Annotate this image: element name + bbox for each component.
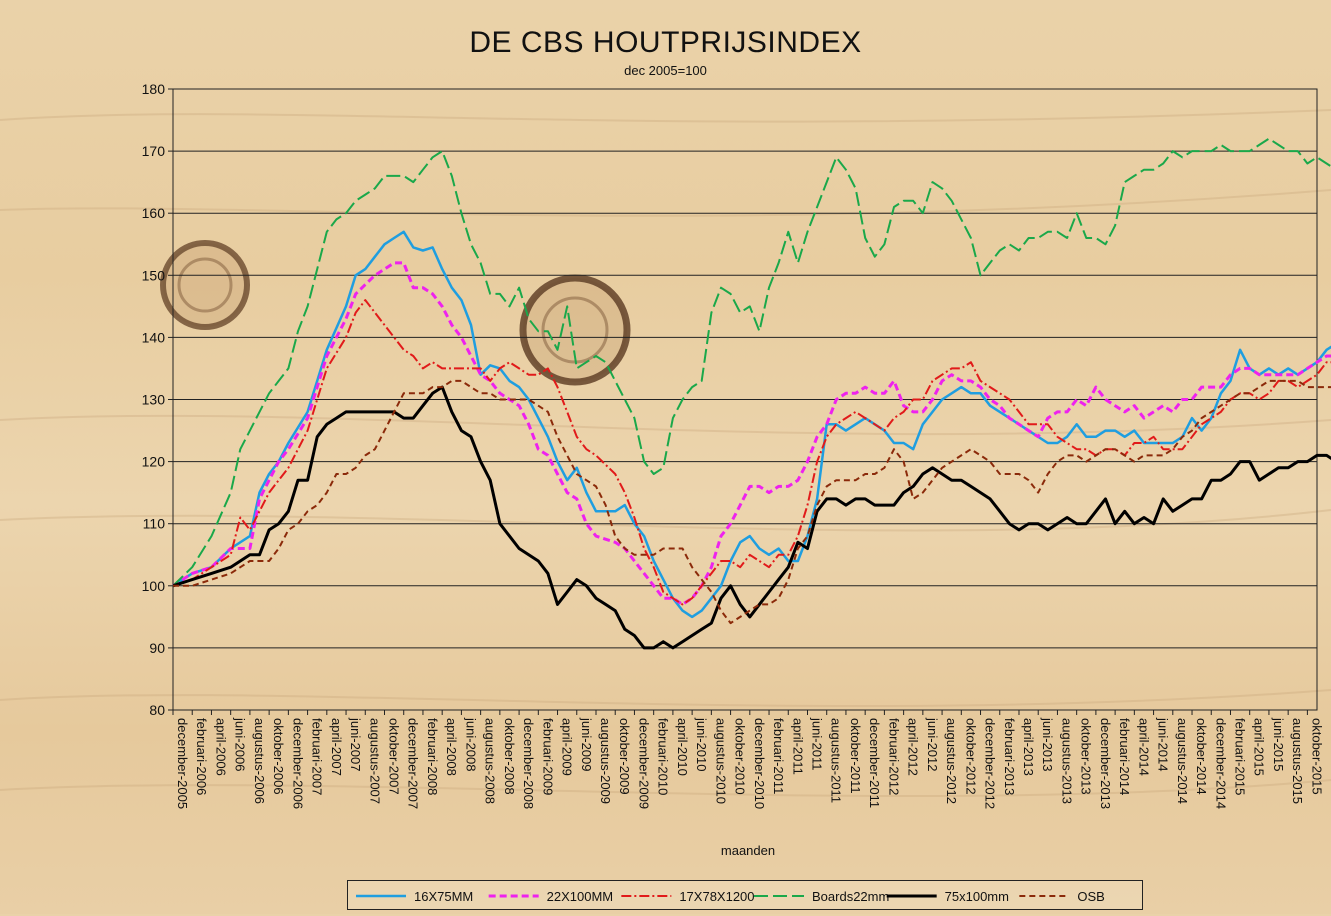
y-tick-label: 100	[142, 578, 166, 594]
x-tick-label: augustus-2007	[367, 718, 382, 804]
x-tick-label: december-2014	[1213, 718, 1228, 809]
x-tick-label: april-2013	[1021, 718, 1036, 776]
x-tick-label: oktober-2008	[502, 718, 517, 795]
x-tick-label: augustus-2014	[1175, 718, 1190, 804]
legend-label: 16X75MM	[414, 889, 473, 904]
y-tick-label: 120	[142, 454, 166, 470]
x-tick-label: december-2006	[290, 718, 305, 809]
x-tick-label: april-2009	[560, 718, 575, 776]
wood-knot-left	[160, 240, 250, 330]
series-line-16x75mm	[172, 230, 1331, 619]
x-tick-label: augustus-2015	[1290, 718, 1305, 804]
x-tick-label: augustus-2009	[598, 718, 613, 804]
x-tick-label: oktober-2012	[963, 718, 978, 795]
series-lines	[172, 137, 1331, 650]
y-tick-label: 160	[142, 205, 166, 221]
x-tick-label: augustus-2006	[252, 718, 267, 804]
x-tick-label: juni-2013	[1040, 717, 1055, 772]
x-tick-label: oktober-2010	[733, 718, 748, 795]
x-tick-label: april-2015	[1252, 718, 1267, 776]
x-tick-label: juni-2015	[1271, 717, 1286, 772]
x-tick-label: juni-2010	[694, 717, 709, 772]
x-tick-label: februari-2009	[540, 718, 555, 795]
x-tick-label: juni-2012	[925, 717, 940, 772]
x-tick-label: juni-2014	[1156, 717, 1171, 772]
x-tick-label: oktober-2007	[386, 718, 401, 795]
x-tick-label: augustus-2008	[483, 718, 498, 804]
legend-label: OSB	[1077, 889, 1104, 904]
y-tick-label: 130	[142, 392, 166, 408]
x-tick-label: april-2011	[790, 718, 805, 775]
x-axis-label: maanden	[721, 843, 775, 858]
x-tick-label: februari-2012	[886, 718, 901, 795]
x-tick-label: april-2014	[1136, 718, 1151, 776]
series-line-boards22mm	[172, 137, 1331, 587]
y-tick-label: 80	[149, 702, 165, 718]
y-axis-ticks: 80 90 100 110 120 130 140 150 160 170 180	[142, 81, 173, 718]
x-tick-label: augustus-2012	[944, 718, 959, 804]
x-tick-label: december-2013	[1098, 718, 1113, 809]
x-tick-label: oktober-2006	[271, 718, 286, 795]
x-tick-label: februari-2011	[771, 718, 786, 794]
x-tick-label: juni-2007	[348, 717, 363, 772]
x-tick-label: oktober-2009	[617, 718, 632, 795]
x-tick-label: juni-2011	[809, 717, 824, 771]
x-tick-label: februari-2006	[194, 718, 209, 795]
series-line-17x78x1200	[172, 299, 1331, 606]
x-tick-label: augustus-2011	[829, 718, 844, 803]
x-axis-ticks: december-2005 februari-2006 april-2006 juni…	[172, 710, 1324, 809]
legend: 16X75MM 22X100MM 17X78X1200 Boards22mm 75x10…	[347, 880, 1143, 910]
x-tick-label: oktober-2013	[1079, 718, 1094, 795]
x-tick-label: februari-2007	[310, 718, 325, 795]
legend-label: 17X78X1200	[679, 889, 754, 904]
x-tick-label: februari-2014	[1117, 718, 1132, 795]
x-tick-label: december-2012	[983, 718, 998, 809]
x-tick-label: april-2006	[213, 718, 228, 776]
x-tick-label: december-2008	[521, 718, 536, 809]
legend-label: Boards22mm	[812, 889, 889, 904]
x-tick-label: december-2009	[636, 718, 651, 809]
x-tick-label: april-2012	[906, 718, 921, 776]
legend-label: 75x100mm	[945, 889, 1009, 904]
x-tick-label: april-2008	[444, 718, 459, 776]
wood-knot-middle	[519, 274, 631, 386]
x-tick-label: oktober-2015	[1309, 718, 1324, 795]
x-tick-label: april-2007	[329, 718, 344, 776]
series-line-22x100mm	[172, 261, 1331, 606]
x-tick-label: december-2005	[175, 718, 190, 809]
y-tick-label: 90	[149, 640, 165, 656]
x-tick-label: februari-2015	[1232, 718, 1247, 795]
chart-title: DE CBS HOUTPRIJSINDEX	[469, 26, 862, 59]
x-tick-label: februari-2008	[425, 718, 440, 795]
x-tick-label: juni-2009	[579, 717, 594, 772]
x-tick-label: oktober-2014	[1194, 718, 1209, 795]
series-line-75x100mm	[172, 385, 1331, 650]
x-tick-label: december-2011	[867, 718, 882, 808]
series-line-osb	[173, 379, 1331, 625]
y-tick-label: 140	[142, 329, 166, 345]
chart-subtitle: dec 2005=100	[624, 63, 707, 78]
x-tick-label: augustus-2010	[713, 718, 728, 804]
x-tick-label: april-2010	[675, 718, 690, 776]
x-tick-label: december-2010	[752, 718, 767, 809]
y-tick-label: 180	[142, 81, 166, 97]
y-tick-label: 170	[142, 143, 166, 159]
y-tick-label: 150	[142, 267, 166, 283]
x-tick-label: juni-2008	[463, 717, 478, 772]
x-tick-label: december-2007	[406, 718, 421, 809]
legend-label: 22X100MM	[547, 889, 613, 904]
x-tick-label: februari-2010	[656, 718, 671, 795]
x-tick-label: augustus-2013	[1059, 718, 1074, 804]
x-tick-label: oktober-2011	[848, 718, 863, 794]
y-tick-label: 110	[143, 516, 166, 532]
gridlines	[172, 88, 1318, 711]
x-tick-label: februari-2013	[1002, 718, 1017, 795]
x-tick-label: juni-2006	[233, 717, 248, 772]
